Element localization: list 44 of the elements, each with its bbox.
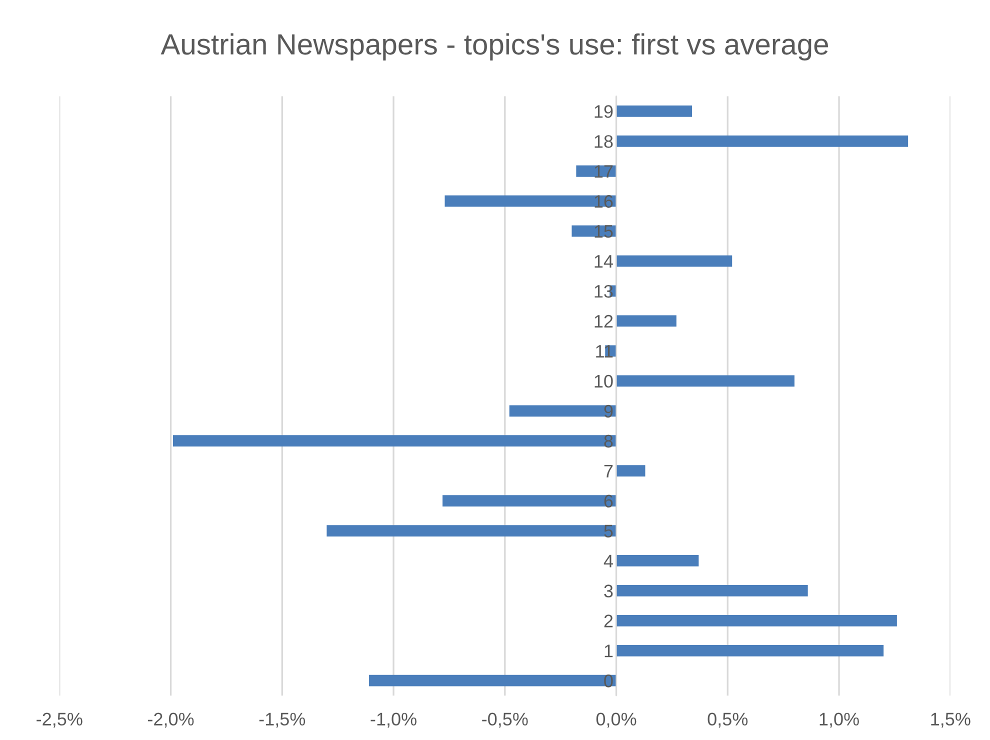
y-tick-label: 0: [604, 674, 613, 688]
y-tick-label: 17: [594, 165, 613, 178]
bar: [616, 255, 732, 267]
y-tick-label: 16: [594, 195, 613, 208]
y-tick-label: 18: [594, 135, 613, 148]
bar: [616, 105, 692, 117]
x-tick-label: 0,0%: [596, 712, 636, 728]
bar: [173, 435, 616, 447]
x-tick-label: -0,5%: [482, 712, 528, 728]
bar: [616, 375, 794, 387]
bar: [616, 315, 676, 327]
bar: [616, 555, 699, 566]
bar: [326, 525, 616, 536]
x-tick-label: 1,0%: [820, 712, 859, 728]
y-tick-label: 1: [604, 644, 613, 658]
bar: [616, 585, 808, 596]
y-tick-label: 4: [604, 554, 613, 568]
chart-title: Austrian Newspapers - topics's use: first vs average: [160, 33, 828, 60]
y-tick-label: 8: [604, 434, 613, 448]
y-tick-label: 9: [604, 404, 613, 418]
y-tick-label: 6: [604, 494, 613, 508]
x-tick-label: -2,0%: [148, 712, 194, 728]
y-tick-label: 19: [594, 105, 613, 118]
y-tick-label: 5: [604, 524, 613, 538]
bar: [616, 135, 908, 147]
bar: [509, 405, 616, 417]
y-tick-label: 7: [604, 464, 613, 478]
x-tick-label: 0,5%: [708, 712, 748, 728]
bar: [616, 465, 646, 477]
bar: [442, 495, 616, 506]
y-tick-label: 10: [594, 374, 613, 388]
y-tick-label: 2: [604, 614, 613, 628]
x-tick-label: -1,5%: [259, 712, 306, 728]
y-tick-label: 15: [594, 225, 613, 238]
x-tick-label: 1,5%: [931, 712, 970, 728]
x-tick-label: -1,0%: [370, 712, 416, 728]
bar: [616, 644, 884, 656]
y-tick-label: 14: [594, 255, 613, 268]
bar: [369, 674, 616, 686]
y-tick-label: 3: [604, 584, 613, 598]
bar: [616, 614, 897, 626]
y-tick-label: 12: [594, 314, 613, 328]
x-tick-label: -2,5%: [36, 712, 82, 728]
bar: [444, 195, 616, 207]
